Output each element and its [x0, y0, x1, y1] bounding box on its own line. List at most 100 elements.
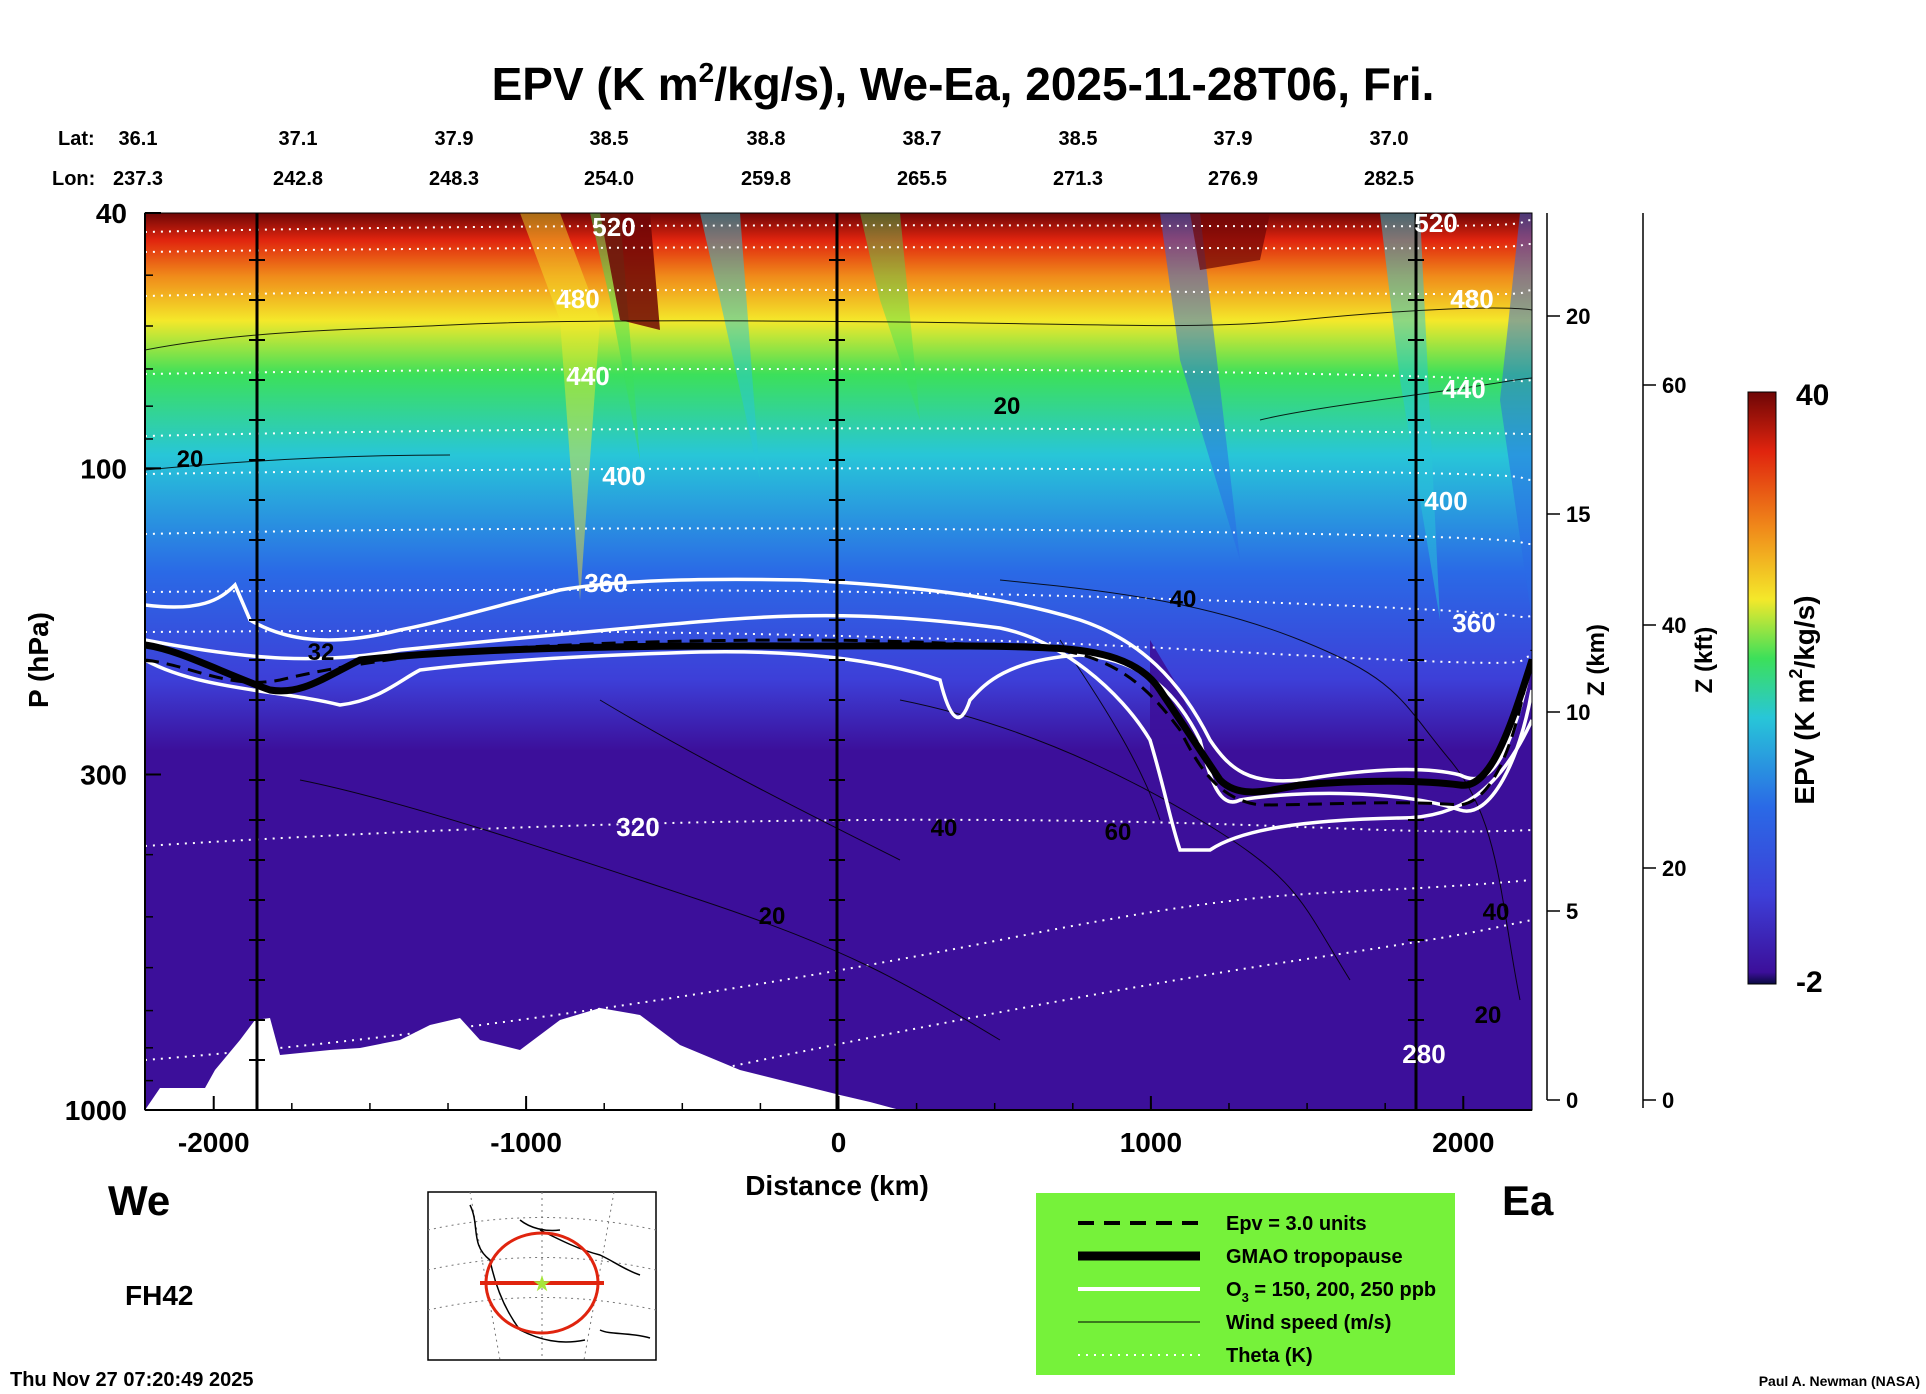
- theta-label: 400: [602, 461, 645, 491]
- z-km-tick-label: 5: [1566, 899, 1578, 924]
- z-kft-tick-label: 40: [1662, 613, 1686, 638]
- wind-label: 40: [931, 815, 958, 842]
- y-tick-label: 1000: [65, 1095, 127, 1126]
- colorbar-min-label: -2: [1796, 966, 1823, 999]
- lat-value: 36.1: [119, 128, 158, 150]
- west-label: We: [108, 1177, 170, 1224]
- theta-label: 360: [584, 568, 627, 598]
- legend: Epv = 3.0 units GMAO tropopause O3 = 150…: [1036, 1193, 1455, 1375]
- inset-map-coastline: [469, 1204, 651, 1343]
- forecast-hour: FH42: [125, 1280, 193, 1311]
- lon-value: 259.8: [741, 168, 791, 190]
- lat-value: 38.5: [1059, 128, 1098, 150]
- tropopause-dip-region: [1150, 640, 1532, 1110]
- z-kft-label: Z (kft): [1691, 627, 1718, 694]
- x-axis: -2000 -1000 0 1000 2000: [145, 1096, 1532, 1158]
- theta-label: 480: [1450, 284, 1493, 314]
- x-tick-label: 0: [831, 1127, 847, 1158]
- theta-label: 440: [1442, 374, 1485, 404]
- wind-label: 40: [1483, 899, 1510, 926]
- y-tick-label: 100: [80, 453, 127, 484]
- z-km-label: Z (km): [1583, 624, 1610, 696]
- credit: Paul A. Newman (NASA): [1759, 1373, 1920, 1389]
- lat-value: 37.1: [279, 128, 318, 150]
- colorbar-scale: [1747, 391, 1777, 985]
- ozone-contours: [145, 577, 1532, 852]
- plume-streaks: [520, 213, 1532, 620]
- lat-value: 38.8: [747, 128, 786, 150]
- colorbar-max-label: 40: [1796, 379, 1829, 412]
- z-kft-axis: 0 20 40 60: [1642, 213, 1686, 1113]
- y-axis: 40 100 300 1000: [65, 198, 161, 1126]
- lat-lon-values: 36.1 37.1 37.9 38.5 38.8 38.7 38.5 37.9 37.0 237.…: [113, 128, 1414, 190]
- lon-value: 265.5: [897, 168, 947, 190]
- inset-map-center-star: ★: [532, 1271, 552, 1296]
- east-label: Ea: [1502, 1177, 1554, 1224]
- theta-label: 280: [1402, 1039, 1445, 1069]
- lon-value: 242.8: [273, 168, 323, 190]
- lon-value: 248.3: [429, 168, 479, 190]
- lat-value: 37.0: [1370, 128, 1409, 150]
- legend-label-theta: Theta (K): [1226, 1345, 1313, 1367]
- theta-label: 360: [1452, 608, 1495, 638]
- wind-label: 60: [1105, 819, 1132, 846]
- lon-value: 271.3: [1053, 168, 1103, 190]
- wind-label: 20: [177, 446, 204, 473]
- wind-contour-labels: 20 20 40 40 60 20 40 20 32: [177, 393, 1510, 1029]
- y-tick-label: 40: [96, 198, 127, 229]
- wind-label: 20: [1475, 1002, 1502, 1029]
- lon-value: 276.9: [1208, 168, 1258, 190]
- wind-label: 20: [759, 903, 786, 930]
- x-tick-label: 1000: [1120, 1127, 1182, 1158]
- lon-label: Lon:: [52, 168, 95, 190]
- lat-value: 37.9: [435, 128, 474, 150]
- epv-3-contour: [145, 638, 1532, 807]
- x-tick-label: -1000: [490, 1127, 562, 1158]
- timestamp: Thu Nov 27 07:20:49 2025: [10, 1369, 253, 1391]
- legend-label-ozone: O3 = 150, 200, 250 ppb: [1226, 1279, 1436, 1305]
- wind-speed-contours: [145, 307, 1532, 1041]
- y-axis-label: P (hPa): [23, 612, 54, 708]
- x-tick-label: -2000: [178, 1127, 250, 1158]
- z-km-tick-label: 15: [1566, 502, 1590, 527]
- theta-label: 440: [566, 361, 609, 391]
- z-kft-tick-label: 60: [1662, 373, 1686, 398]
- y-tick-label: 300: [80, 759, 127, 790]
- legend-label-tropopause: GMAO tropopause: [1226, 1246, 1403, 1268]
- theta-contours: [145, 219, 1532, 1096]
- lat-value: 38.7: [903, 128, 942, 150]
- legend-label-epv: Epv = 3.0 units: [1226, 1213, 1367, 1235]
- z-kft-tick-label: 0: [1662, 1088, 1674, 1113]
- theta-label: 520: [592, 212, 635, 242]
- lat-value: 37.9: [1214, 128, 1253, 150]
- wind-label: 32: [308, 639, 335, 666]
- chart-title: EPV (K m2/kg/s), We-Ea, 2025-11-28T06, F…: [492, 57, 1435, 110]
- z-km-tick-label: 10: [1566, 700, 1590, 725]
- lon-value: 254.0: [584, 168, 634, 190]
- z-km-tick-label: 20: [1566, 304, 1590, 329]
- reference-vertical-ticks: [249, 259, 1424, 1061]
- x-tick-label: 2000: [1432, 1127, 1494, 1158]
- theta-label: 320: [616, 812, 659, 842]
- z-kft-tick-label: 20: [1662, 856, 1686, 881]
- colorbar-title: EPV (K m2/kg/s): [1786, 595, 1820, 804]
- colorbar: 40 -2 EPV (K m2/kg/s): [1747, 379, 1829, 999]
- lon-value: 282.5: [1364, 168, 1414, 190]
- legend-label-wind: Wind speed (m/s): [1226, 1312, 1391, 1334]
- theta-label: 400: [1424, 486, 1467, 516]
- lat-value: 38.5: [590, 128, 629, 150]
- inset-map: ★: [427, 1191, 657, 1361]
- wind-label: 20: [994, 393, 1021, 420]
- x-axis-label: Distance (km): [745, 1170, 929, 1201]
- reference-verticals: [255, 213, 1418, 1110]
- terrain-mask: [145, 1008, 900, 1110]
- wind-label: 40: [1170, 586, 1197, 613]
- theta-label: 480: [556, 284, 599, 314]
- z-km-axis: 0 5 10 15 20: [1546, 213, 1590, 1113]
- z-km-tick-label: 0: [1566, 1088, 1578, 1113]
- lat-label: Lat:: [58, 128, 95, 150]
- lon-value: 237.3: [113, 168, 163, 190]
